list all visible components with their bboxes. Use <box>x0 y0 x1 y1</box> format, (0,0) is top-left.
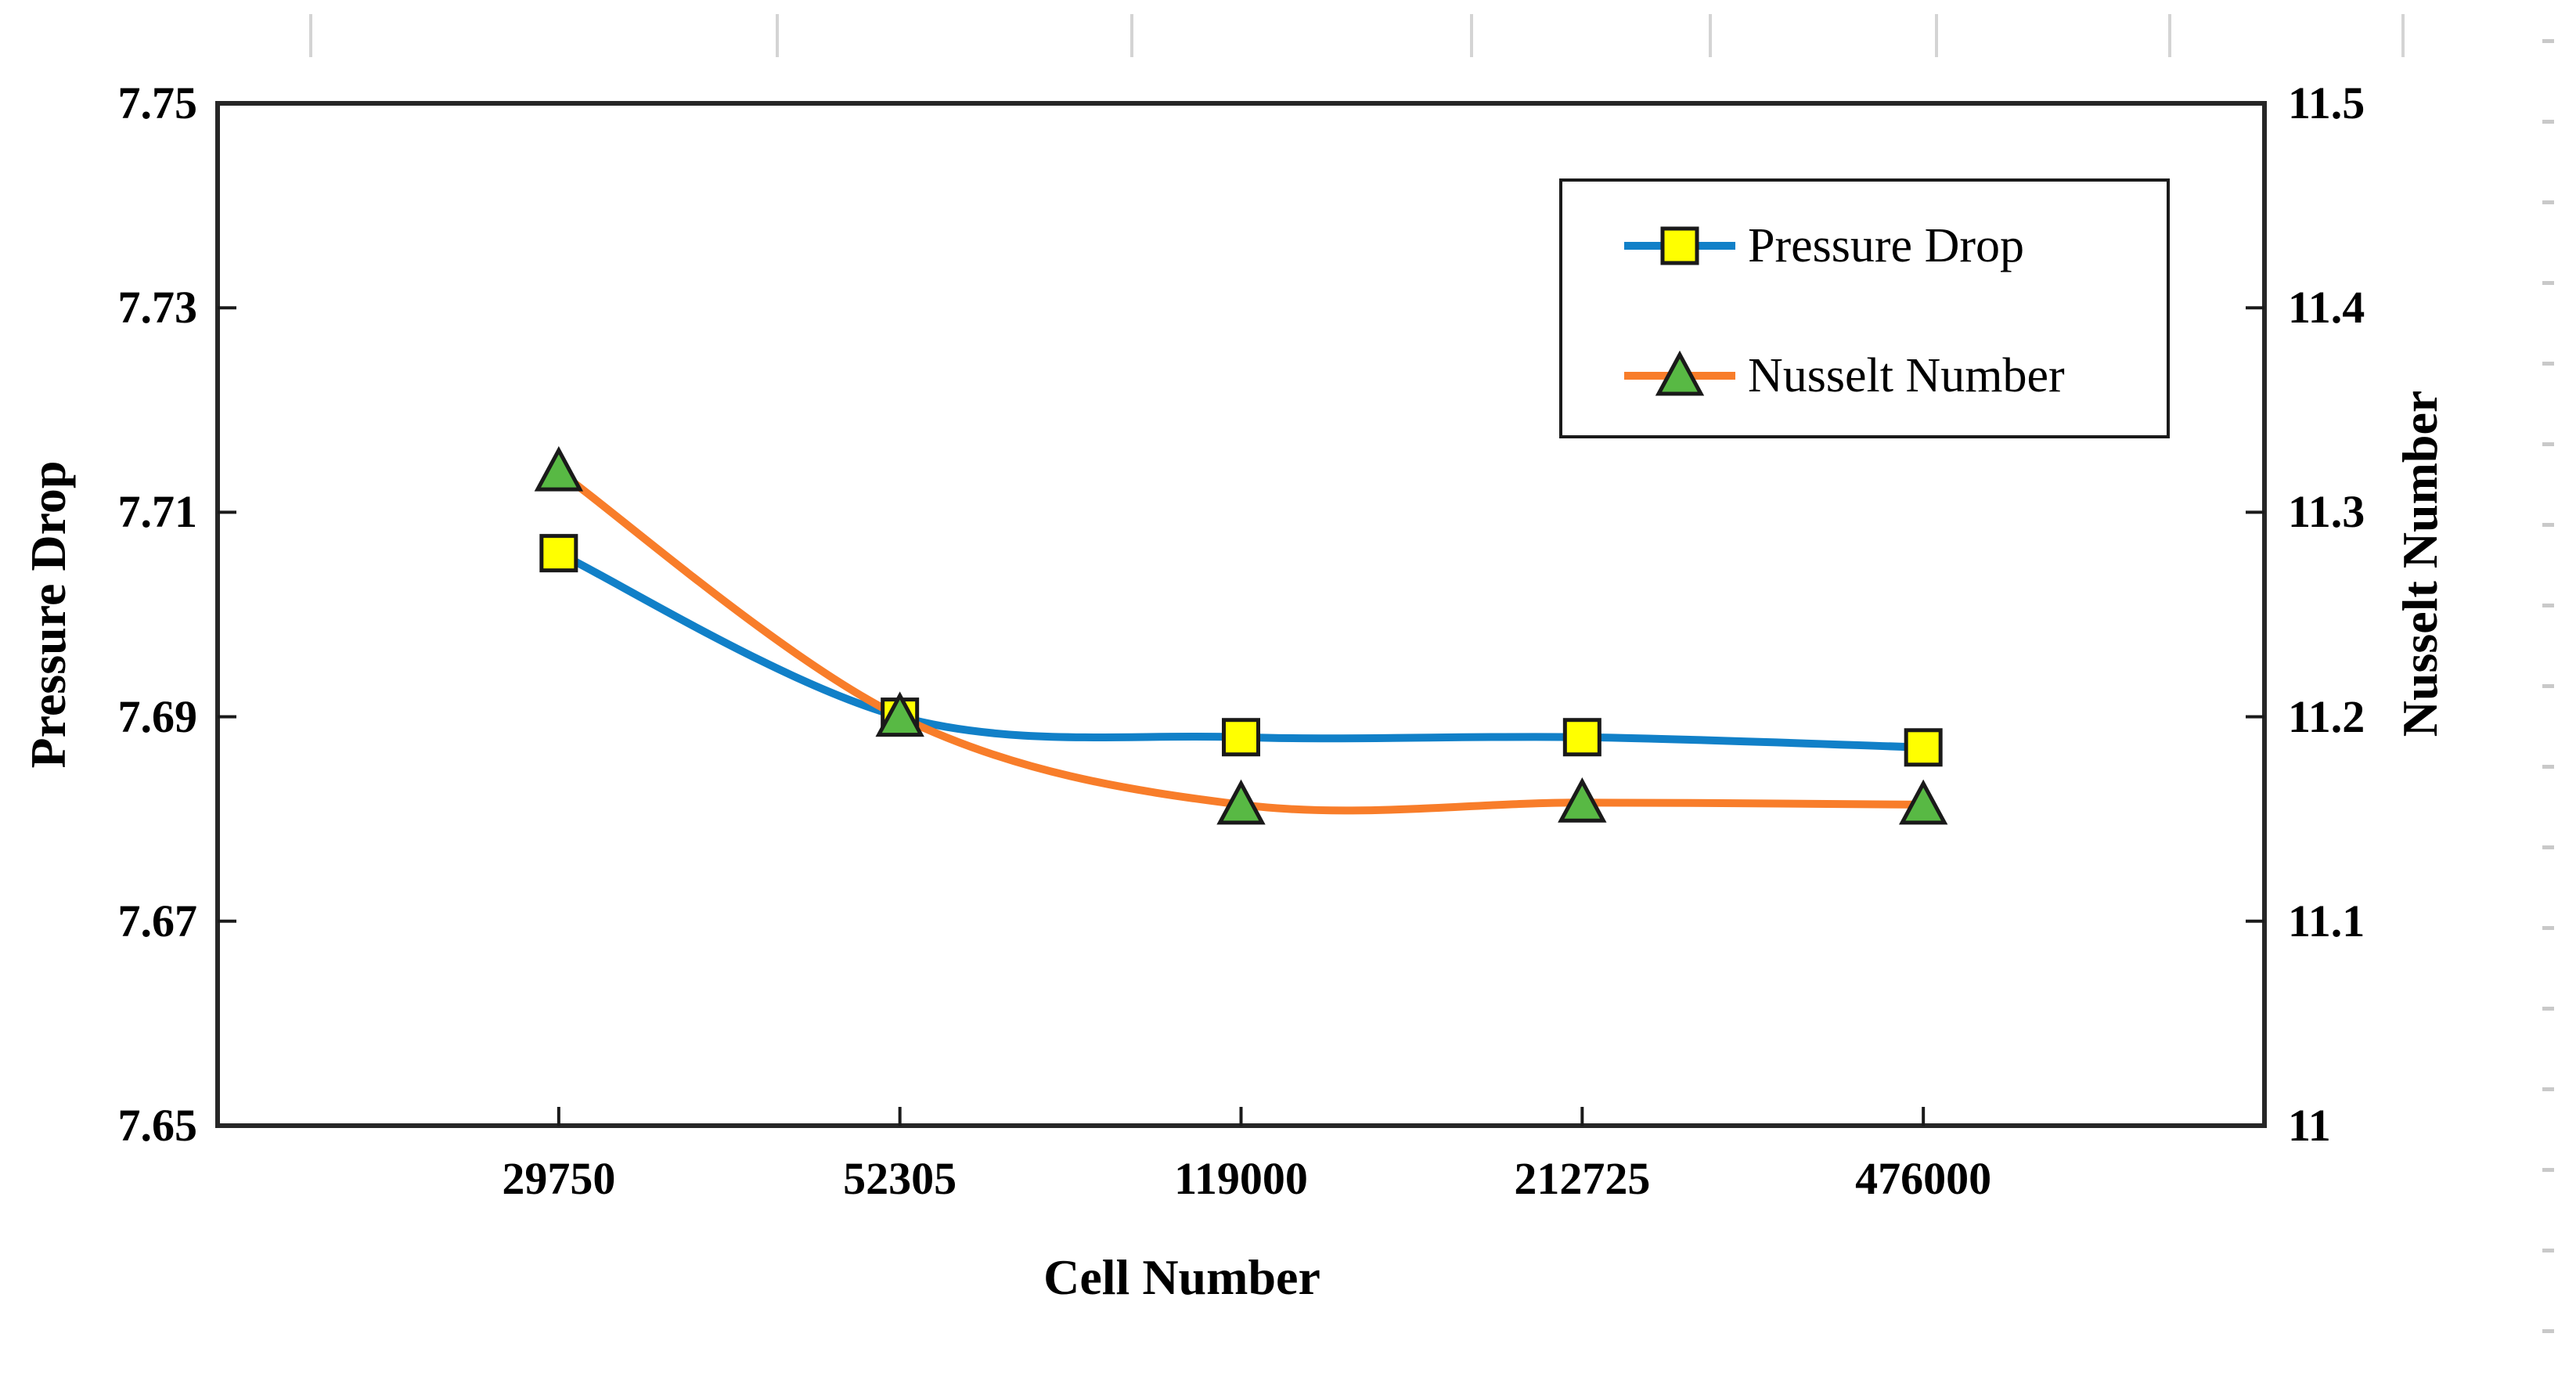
right-axis-tick-label: 11.1 <box>2288 895 2365 946</box>
square-marker-icon <box>1562 718 1601 757</box>
triangle-marker-icon <box>1558 777 1607 823</box>
page-edge-dash <box>2542 1168 2554 1172</box>
page-edge-dash <box>2542 362 2554 366</box>
triangle-marker-icon <box>875 691 924 737</box>
right-axis-tick-label: 11.2 <box>2288 690 2365 742</box>
triangle-marker-icon <box>1216 779 1266 825</box>
right-axis-tick-label: 11.5 <box>2288 77 2365 128</box>
page-edge-dash <box>2542 1329 2554 1333</box>
triangle-marker-icon <box>534 445 584 492</box>
left-axis-tick-label: 7.71 <box>117 486 198 538</box>
page-edge-dash <box>2542 604 2554 607</box>
page-edge-dash <box>2542 120 2554 124</box>
page-edge-tick <box>2401 14 2405 57</box>
right-axis-tick-label: 11.3 <box>2288 486 2365 538</box>
page-edge-dash <box>2542 281 2554 285</box>
pressure-drop-markers <box>539 534 1943 767</box>
x-axis-tick-label: 29750 <box>502 1153 616 1204</box>
square-marker-icon <box>1660 226 1699 265</box>
right-axis-tick-label: 11 <box>2288 1100 2331 1151</box>
x-axis-tick-label: 476000 <box>1855 1153 1992 1204</box>
page-edge-tick <box>1130 14 1133 57</box>
page-edge-dash <box>2542 200 2554 204</box>
x-axis-tick-label: 212725 <box>1514 1153 1651 1204</box>
x-axis-tick-label: 52305 <box>843 1153 957 1204</box>
page-edge-dash <box>2542 765 2554 769</box>
left-axis-tick-label: 7.73 <box>117 282 198 333</box>
nusselt-number-line <box>554 467 1928 815</box>
legend: Pressure Drop Nusselt Number <box>1559 178 2170 438</box>
page-edge-dash <box>2542 523 2554 527</box>
page-edge-dash <box>2542 442 2554 446</box>
nusselt-number-markers <box>534 445 1948 825</box>
page-edge-tick <box>309 14 312 57</box>
pressure-drop-line-swatch-icon <box>1624 226 1735 265</box>
square-marker-icon <box>1222 718 1260 757</box>
page-edge-tick <box>776 14 779 57</box>
left-axis-tick-label: 7.75 <box>117 77 198 128</box>
page-edge-dash <box>2542 926 2554 930</box>
legend-label: Nusselt Number <box>1748 349 2065 402</box>
x-axis-title: Cell Number <box>1043 1249 1320 1305</box>
page-edge-dash <box>2542 39 2554 43</box>
square-marker-icon <box>539 534 578 573</box>
left-axis-tick-label: 7.67 <box>117 895 198 946</box>
right-axis-title: Nusselt Number <box>2392 390 2448 737</box>
nusselt-number-line-swatch-icon <box>1624 350 1735 396</box>
triangle-marker-icon <box>1655 350 1705 396</box>
triangle-marker-icon <box>1898 779 1948 825</box>
right-axis-tick-label: 11.4 <box>2288 282 2365 333</box>
legend-label: Pressure Drop <box>1748 219 2024 272</box>
left-axis-tick-label: 7.65 <box>117 1100 198 1151</box>
left-axis-title: Pressure Drop <box>20 460 76 769</box>
page-edge-tick <box>1935 14 1938 57</box>
page-edge-dash <box>2542 1249 2554 1252</box>
page-edge-dash <box>2542 1007 2554 1011</box>
x-axis-tick-label: 119000 <box>1174 1153 1308 1204</box>
page-edge-tick <box>1470 14 1473 57</box>
legend-entry-pressure-drop: Pressure Drop <box>1621 213 2024 279</box>
legend-entry-nusselt-number: Nusselt Number <box>1621 343 2065 409</box>
page-edge-dash <box>2542 1087 2554 1091</box>
square-marker-icon <box>1904 728 1943 767</box>
left-axis-tick-label: 7.69 <box>117 690 198 742</box>
page-edge-tick <box>1709 14 1712 57</box>
page-edge-dash <box>2542 845 2554 849</box>
page-edge-dash <box>2542 684 2554 688</box>
page-edge-tick <box>2168 14 2171 57</box>
